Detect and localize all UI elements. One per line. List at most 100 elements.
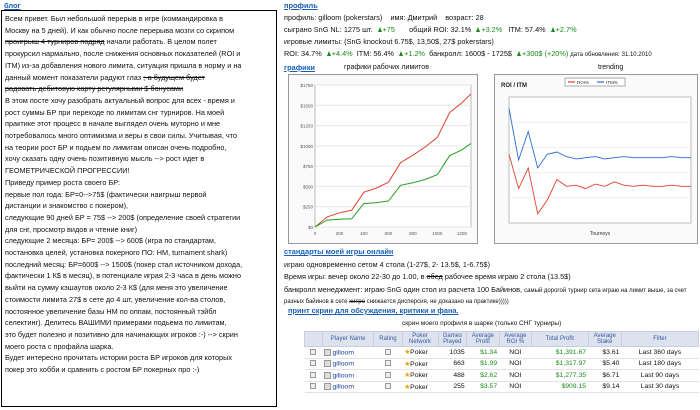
- name-value: Дмитрий: [407, 13, 438, 22]
- name-label: имя:: [390, 13, 406, 22]
- roi-value: 34.7%: [301, 49, 322, 58]
- blog-title[interactable]: блог: [4, 1, 21, 10]
- blog-line: это будет полезно и позитивно для начина…: [5, 329, 238, 339]
- blog-line: Всем привет. Был небольшой перерыв в игр…: [5, 14, 224, 23]
- network-name: Poker: [410, 372, 428, 380]
- avg-stake-cell: $6.71: [588, 369, 622, 382]
- x-tick-label: 600: [385, 231, 393, 236]
- series-line-1: [508, 108, 691, 170]
- series-line-1: [314, 142, 472, 228]
- legend: [564, 77, 626, 87]
- blog-line: ITM) из-за добавления нового лимита, сит…: [5, 60, 242, 70]
- header-avg-stake[interactable]: Average Stake: [587, 331, 622, 347]
- header-spacer: [304, 331, 323, 347]
- player-name[interactable]: gilloom: [332, 360, 355, 368]
- time-text-end: рабочее время играю 2 стола (13.5$): [442, 272, 571, 281]
- table-caption: скрин моего профиля в шарке (только СНГ …: [402, 320, 562, 327]
- y-tick-label: $1250: [300, 124, 313, 129]
- strikethrough-text: проигрыш 4 турниров подряд: [5, 37, 105, 47]
- header-avg-profit[interactable]: Average Profit: [466, 331, 500, 347]
- blog-line: проигрыш 4 турниров подряд начали работа…: [5, 36, 273, 48]
- header-network[interactable]: Poker Network: [401, 331, 439, 347]
- blog-line: прокурсил нармально, после снижения осно…: [5, 49, 241, 59]
- charts-title[interactable]: графики: [284, 63, 315, 72]
- table-row[interactable]: gilloom ★Poker 663 $1.99 NOI $1,317.97 $5.40 La…: [304, 358, 699, 370]
- row-select-icon[interactable]: [304, 381, 323, 393]
- y-tick-label: $0: [308, 225, 314, 230]
- header-total-profit[interactable]: Total Profit: [531, 331, 589, 347]
- y-tick-label: $1750: [300, 83, 313, 88]
- age-value: 28: [475, 13, 484, 22]
- blog-line: постановка целей, установка покерного ПО…: [5, 248, 228, 258]
- limits-value: (SnG knockout 6.75$, 13,50$, 27$ pokerst…: [344, 37, 494, 46]
- header-player-name[interactable]: Player Name: [321, 331, 375, 347]
- age-label: возраст:: [445, 13, 474, 22]
- bankroll-mgmt-end: снижается дисперсия, не доказано на прак…: [364, 299, 509, 305]
- row-select-icon[interactable]: [304, 346, 323, 359]
- bankroll-delta: +300$: [522, 49, 543, 58]
- blog-line: дистанции и знакомство с покером),: [5, 201, 129, 211]
- row-select-icon[interactable]: [304, 369, 323, 382]
- y-tick-label: $500: [303, 184, 314, 189]
- x-tick-label: 1000: [432, 231, 443, 236]
- limits-chart-title: графики рабочих лимитов: [344, 64, 429, 71]
- header-filter[interactable]: Filter: [620, 331, 700, 347]
- games-cell: 1035: [438, 346, 467, 359]
- avg-profit-cell: $2.62: [466, 369, 500, 382]
- avg-stake-cell: $3.61: [588, 346, 622, 359]
- bankroll-chart-svg: $1750 $1500 $1250 $1000 $750 $500 $250 $00 200 40…: [300, 83, 472, 236]
- screenshot-link[interactable]: принт скрин для обсуждения, критики и фа…: [288, 306, 459, 315]
- rating-icon: [384, 360, 391, 367]
- plot-area: [314, 84, 472, 228]
- bankroll-label: банкролл:: [429, 49, 463, 58]
- standards-line-3: банкролл менеджмент: играю SnG один стол…: [284, 285, 698, 307]
- itm-delta: +2.7%: [555, 25, 577, 34]
- update-label: дата обновления:: [570, 52, 620, 58]
- plot-area: [508, 96, 692, 224]
- header-avg-roi[interactable]: Average ROI %: [498, 331, 533, 347]
- roi-itm-chart-svg: ROI / ITM ROI% ITM% Tourneys: [501, 77, 692, 237]
- bankroll-percent: (+20%): [544, 49, 569, 58]
- blog-line: на теории рост БР и подьем по лимитам оп…: [5, 142, 227, 152]
- total-profit-cell: $1,317.97: [531, 358, 589, 370]
- blog-line: стоимости лимита 27$ в сете до 4 шт, уве…: [5, 294, 226, 304]
- player-name[interactable]: gilloom: [332, 371, 355, 379]
- player-name-cell[interactable]: gilloom: [322, 358, 374, 370]
- header-games[interactable]: Games Played: [437, 331, 468, 347]
- rating-icon: [384, 371, 391, 378]
- bankroll-value: 1600$ - 1725$: [464, 49, 512, 58]
- avg-roi-cell: NOI: [499, 381, 532, 393]
- blog-line: хочу сказать одну очень позитивную мысль…: [5, 154, 205, 164]
- player-name[interactable]: gilloom: [332, 383, 355, 391]
- player-name-cell[interactable]: gilloom: [322, 381, 374, 393]
- avg-roi-cell: NOI: [499, 358, 532, 370]
- profile-title[interactable]: профиль: [284, 1, 318, 10]
- up-arrow-icon: [550, 27, 555, 32]
- rating-cell: [373, 346, 403, 359]
- roi-label: общий ROI:: [409, 25, 449, 34]
- blog-post: Всем привет. Был небольшой перерыв в игр…: [1, 10, 277, 407]
- player-name[interactable]: gilloom: [332, 348, 355, 356]
- header-rating[interactable]: Rating: [373, 331, 403, 347]
- table-row[interactable]: gilloom ★Poker 488 $2.62 NOI $1,277.35 $6.71 La…: [304, 369, 699, 382]
- player-name-cell[interactable]: gilloom: [322, 369, 374, 382]
- series-line-0: [314, 93, 472, 228]
- table-row[interactable]: gilloom ★Poker 255 $3.57 NOI $909.15 $9.14 Last…: [304, 381, 699, 393]
- avg-roi-cell: NOI: [499, 369, 532, 382]
- roi-itm-title: ROI / ITM: [501, 83, 527, 89]
- player-name-cell[interactable]: gilloom: [322, 346, 374, 359]
- played-value: 1275 шт.: [343, 25, 373, 34]
- x-tick-label: 400: [360, 231, 368, 236]
- avg-stake-cell: $9.14: [588, 381, 622, 393]
- played-label: сыграно SnG NL:: [284, 25, 342, 34]
- time-strike: обед: [426, 272, 443, 281]
- standards-title[interactable]: стандарты моей игры онлайн: [284, 247, 394, 256]
- row-select-icon[interactable]: [304, 358, 323, 370]
- x-axis-label: Tourneys: [590, 231, 611, 237]
- blog-line: радовать дебитовую карту регулярными $ б…: [5, 83, 273, 95]
- table-row[interactable]: gilloom ★Poker 1035 $1.34 NOI $1,391.67 $3.61 L…: [304, 346, 699, 359]
- strikethrough-text: ;-а будущем будет: [143, 72, 205, 82]
- x-tick-label: 800: [409, 231, 417, 236]
- itm-value: 56.4%: [373, 49, 395, 58]
- pokerstars-icon: ★: [404, 349, 411, 357]
